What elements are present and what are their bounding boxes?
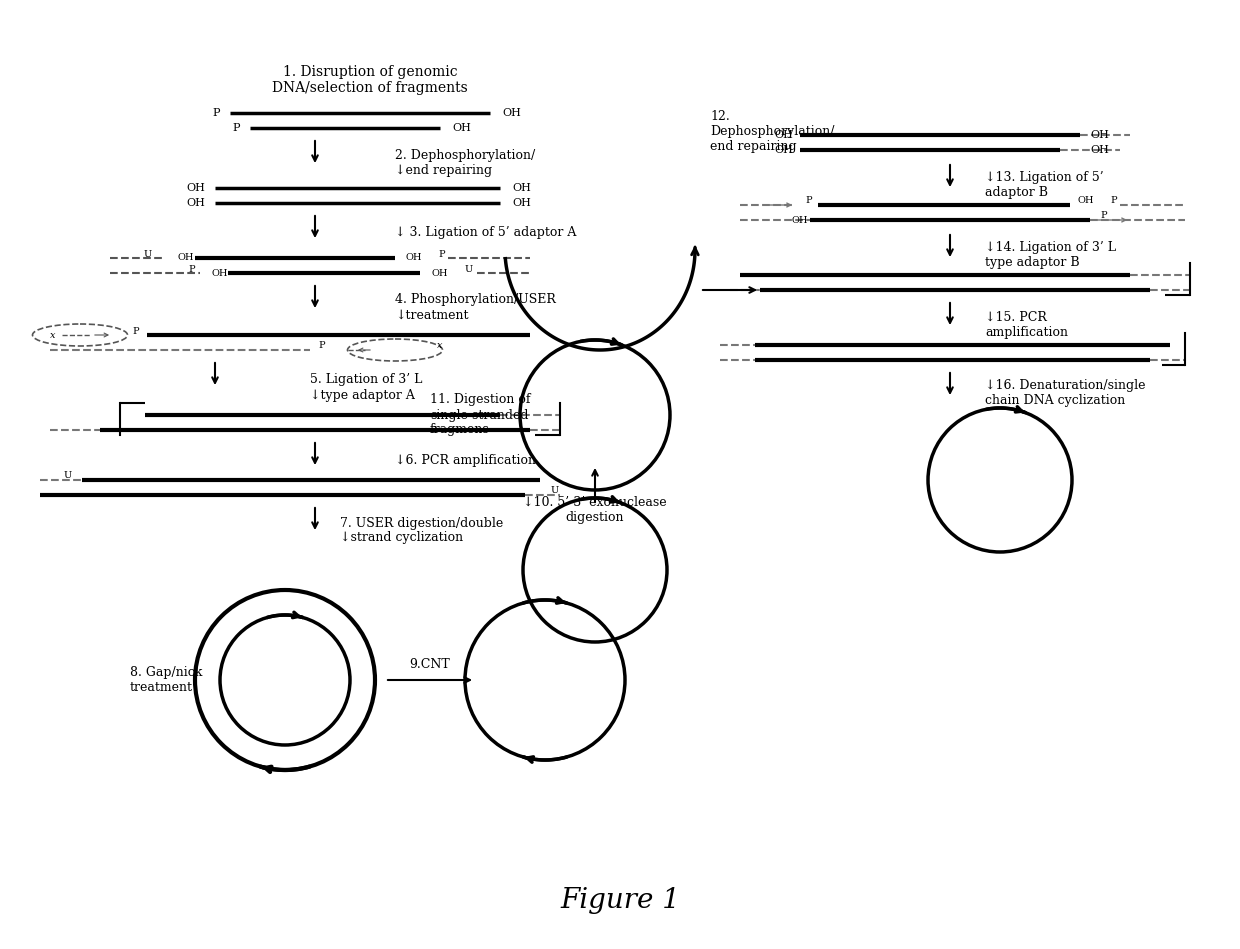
- Text: P: P: [438, 250, 445, 258]
- Text: OH: OH: [1078, 195, 1095, 204]
- Text: 1. Disruption of genomic
DNA/selection of fragments: 1. Disruption of genomic DNA/selection o…: [272, 65, 467, 95]
- Text: OH: OH: [791, 215, 808, 225]
- Text: P: P: [212, 108, 219, 118]
- Text: ↓strand cyclization: ↓strand cyclization: [340, 531, 463, 545]
- Text: U: U: [465, 265, 474, 273]
- Text: ↓16. Denaturation/single
chain DNA cyclization: ↓16. Denaturation/single chain DNA cycli…: [985, 379, 1146, 407]
- Text: 5. Ligation of 3’ L: 5. Ligation of 3’ L: [310, 374, 423, 386]
- Text: P: P: [1100, 211, 1106, 219]
- Text: U: U: [64, 471, 72, 479]
- Text: 2. Dephosphorylation/: 2. Dephosphorylation/: [396, 148, 536, 161]
- Text: ↓10. 5’-3’ exonuclease
digestion: ↓10. 5’-3’ exonuclease digestion: [523, 496, 667, 524]
- Text: 7. USER digestion/double: 7. USER digestion/double: [340, 516, 503, 530]
- Text: OH: OH: [186, 183, 205, 193]
- Text: ↓6. PCR amplification: ↓6. PCR amplification: [396, 454, 536, 467]
- Text: 8. Gap/nick
treatment: 8. Gap/nick treatment: [130, 666, 202, 694]
- Text: ↓type adaptor A: ↓type adaptor A: [310, 388, 415, 401]
- Text: x: x: [51, 330, 56, 340]
- Text: P: P: [188, 265, 195, 273]
- Text: OH: OH: [179, 253, 195, 263]
- Text: ↓end repairing: ↓end repairing: [396, 163, 492, 177]
- Text: Figure 1: Figure 1: [560, 886, 680, 914]
- Text: 12.
Dephosphorylation/
end repairing: 12. Dephosphorylation/ end repairing: [711, 110, 835, 153]
- Text: ↓treatment: ↓treatment: [396, 308, 469, 322]
- Text: ↓14. Ligation of 3’ L
type adaptor B: ↓14. Ligation of 3’ L type adaptor B: [985, 241, 1116, 269]
- Text: ↓13. Ligation of 5’
adaptor B: ↓13. Ligation of 5’ adaptor B: [985, 171, 1104, 199]
- Text: OH: OH: [432, 269, 449, 277]
- Text: OH: OH: [502, 108, 521, 118]
- Text: x: x: [438, 342, 443, 350]
- Text: P: P: [1110, 195, 1117, 204]
- Text: P: P: [317, 342, 325, 350]
- Text: OH: OH: [512, 183, 531, 193]
- Text: OH: OH: [774, 145, 794, 155]
- Text: P: P: [233, 123, 241, 133]
- Text: OH: OH: [186, 198, 205, 208]
- Text: OH: OH: [774, 130, 794, 140]
- Text: ↓15. PCR
amplification: ↓15. PCR amplification: [985, 311, 1068, 339]
- Text: ↓ 3. Ligation of 5’ adaptor A: ↓ 3. Ligation of 5’ adaptor A: [396, 226, 577, 238]
- Text: U: U: [551, 486, 559, 494]
- Text: P: P: [131, 326, 139, 336]
- Text: 9.CNT: 9.CNT: [409, 659, 450, 672]
- Text: OH: OH: [1090, 145, 1109, 155]
- Text: U: U: [144, 250, 153, 258]
- Text: 11. Digestion of
single-stranded
fragmens: 11. Digestion of single-stranded fragmen…: [430, 394, 531, 437]
- Text: OH: OH: [212, 269, 228, 277]
- Text: OH: OH: [405, 253, 423, 263]
- Text: OH: OH: [512, 198, 531, 208]
- Text: P: P: [805, 195, 812, 204]
- Text: 4. Phosphorylation/USER: 4. Phosphorylation/USER: [396, 293, 556, 307]
- Text: OH: OH: [1090, 130, 1109, 140]
- Text: OH: OH: [453, 123, 471, 133]
